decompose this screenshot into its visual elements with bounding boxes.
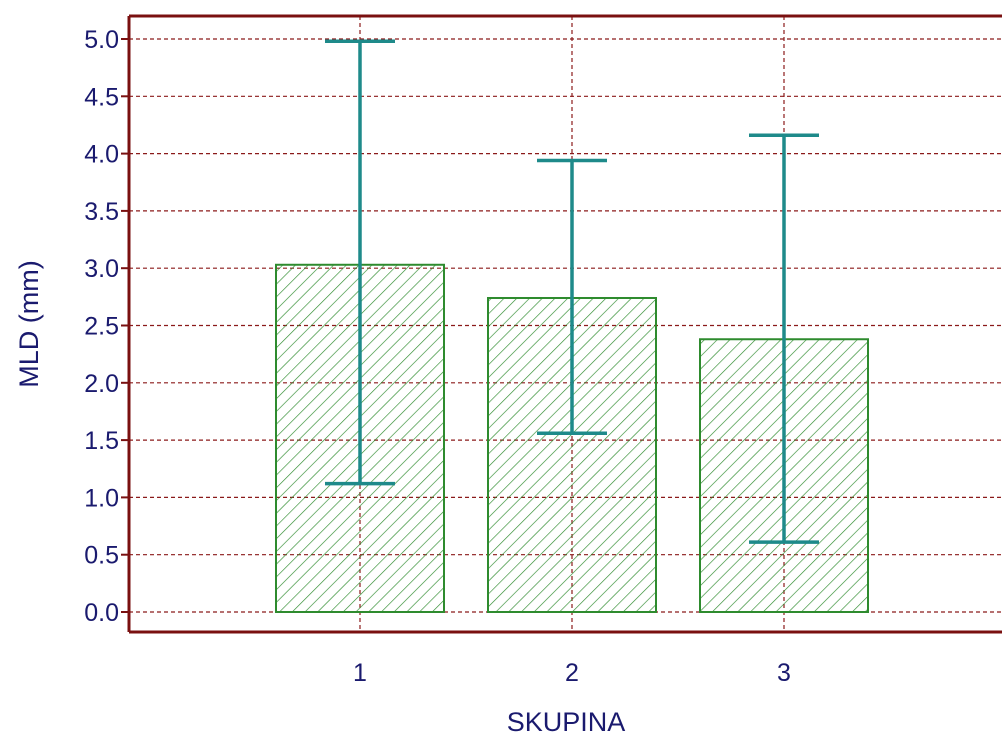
- x-tick-label: 1: [353, 659, 367, 687]
- y-tick-label: 3.5: [84, 198, 119, 226]
- y-tick-label: 4.0: [84, 141, 119, 169]
- y-tick-label: 1.0: [84, 484, 119, 512]
- y-tick-label: 0.5: [84, 542, 119, 570]
- axes: [121, 14, 1002, 634]
- y-tick-label: 4.5: [84, 83, 119, 111]
- y-tick-label: 2.0: [84, 370, 119, 398]
- tick-labels: 0.0 0.5 1.0 1.5 2.0 2.5 3.0 3.5 4.0 4.5 5.0 1 2 3: [84, 26, 791, 687]
- y-axis-label: MLD (mm): [14, 260, 44, 387]
- y-tick-label: 5.0: [84, 26, 119, 54]
- y-tick-label: 1.5: [84, 427, 119, 455]
- x-tick-label: 3: [777, 659, 791, 687]
- x-tick-label: 2: [565, 659, 579, 687]
- y-tick-label: 2.5: [84, 313, 119, 341]
- error-bars: [325, 39, 819, 544]
- x-axis-label: SKUPINA: [507, 707, 626, 735]
- y-tick-label: 0.0: [84, 599, 119, 627]
- y-tick-label: 3.0: [84, 255, 119, 283]
